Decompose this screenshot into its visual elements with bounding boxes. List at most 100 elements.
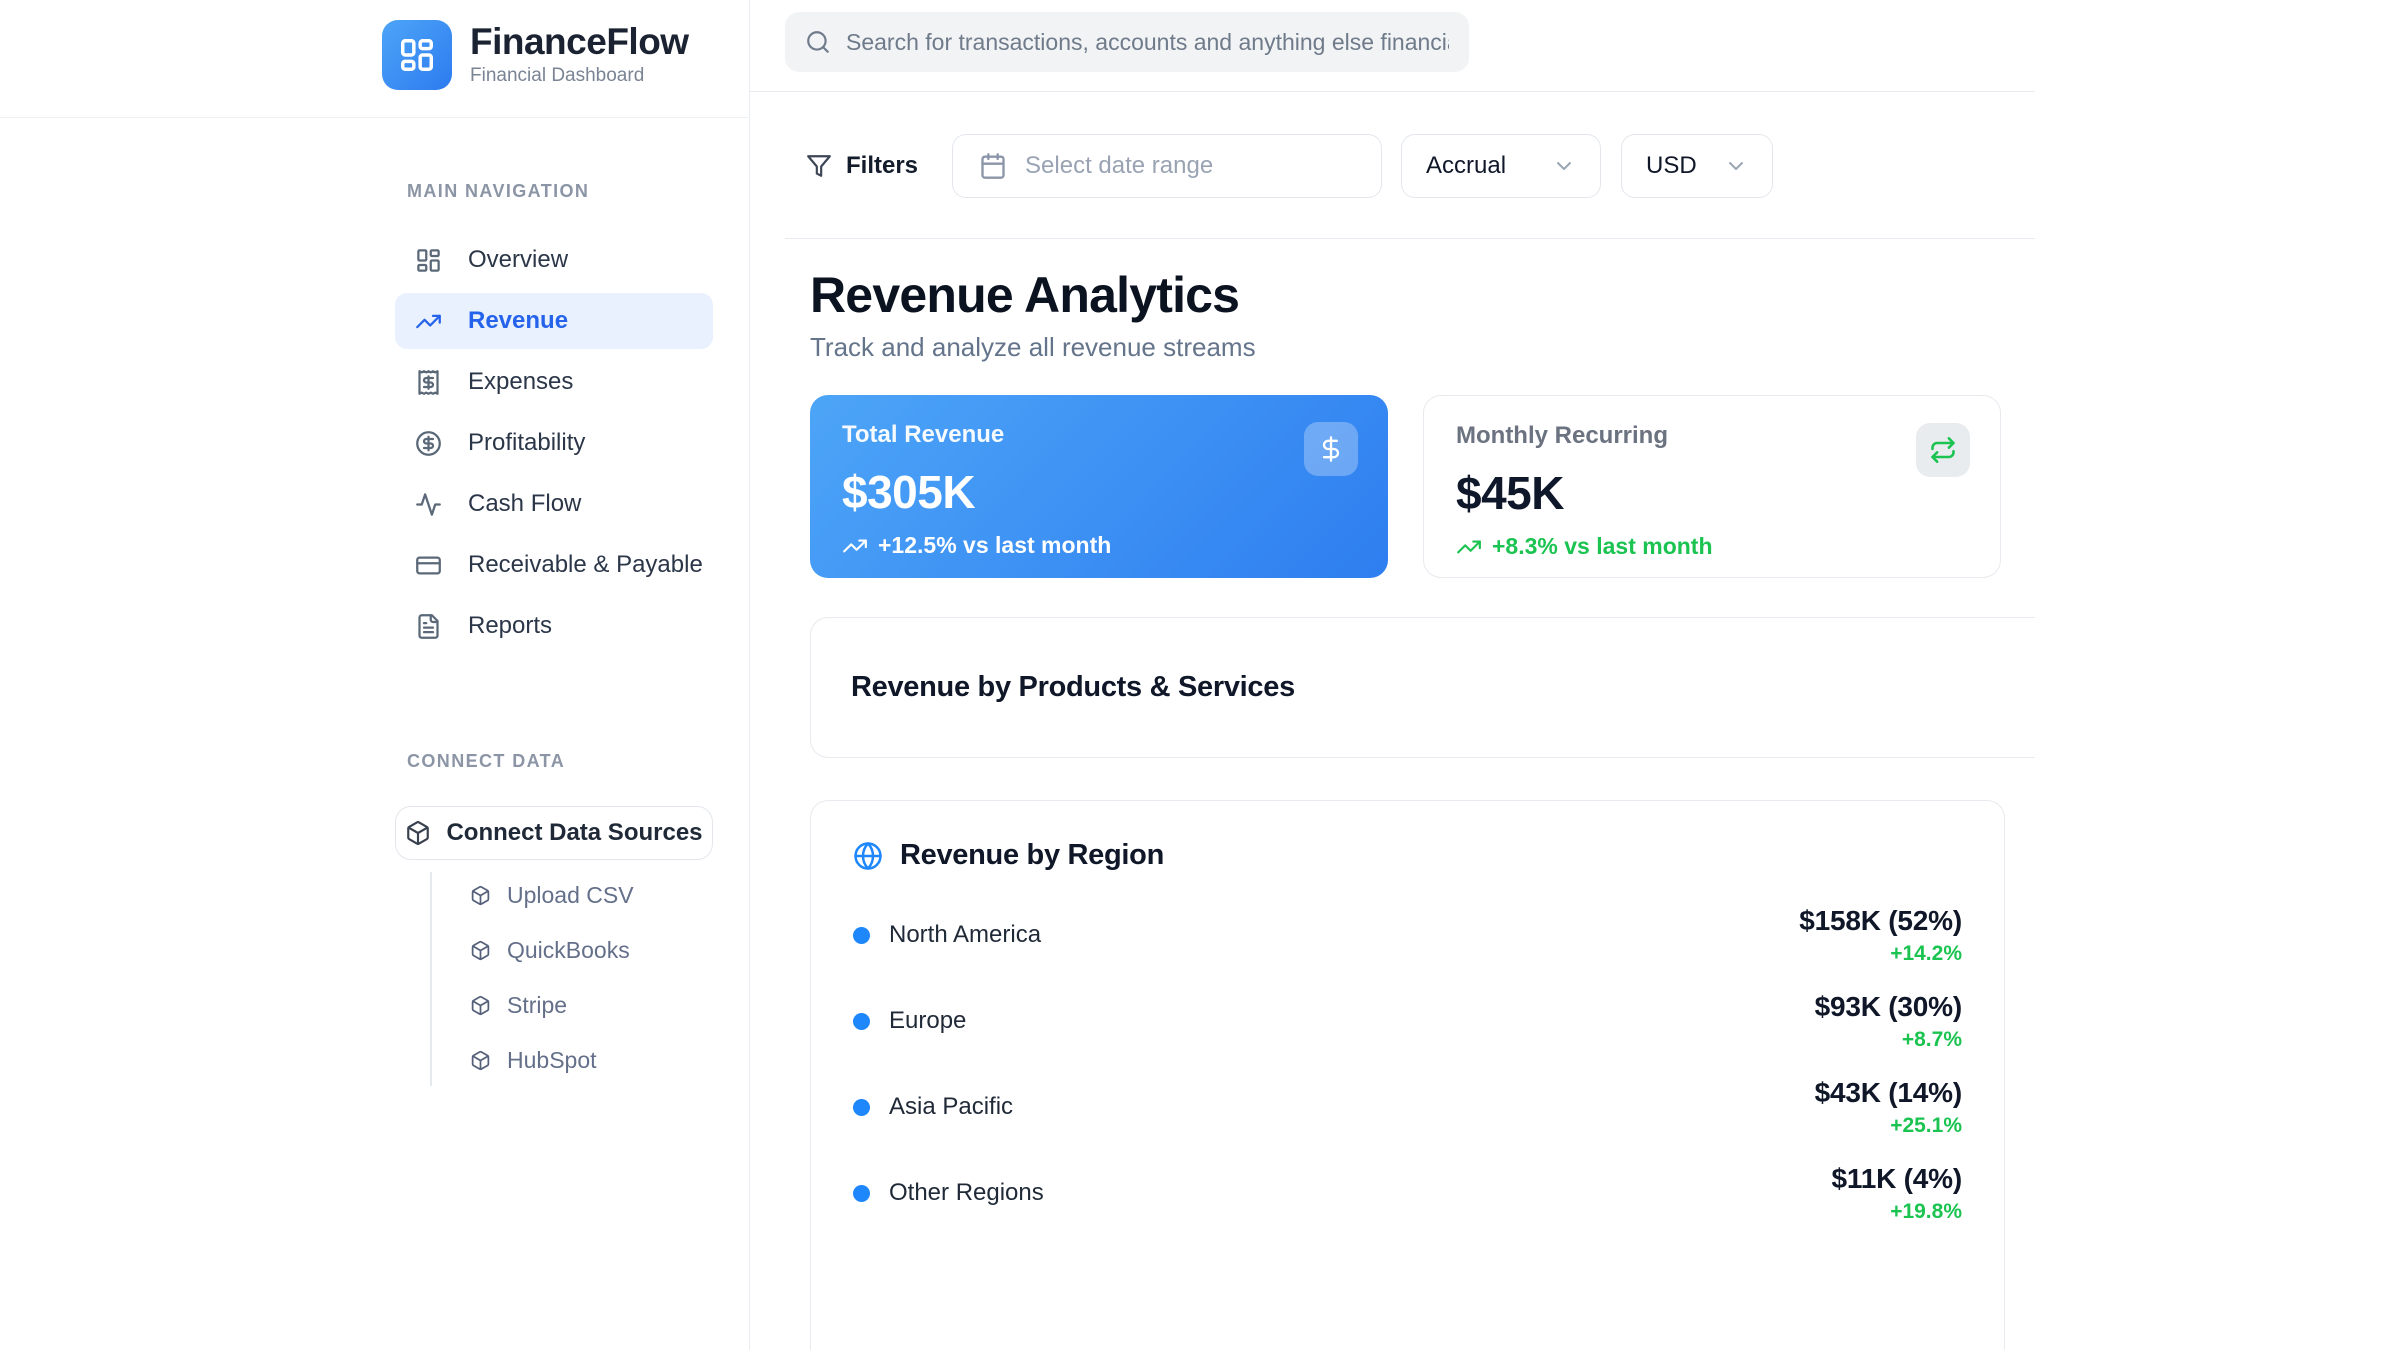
region-card-title: Revenue by Region bbox=[900, 839, 1165, 871]
sidebar-item-label: Cash Flow bbox=[468, 490, 582, 517]
connect-tree-line bbox=[430, 872, 432, 1086]
region-value: $93K (30%) bbox=[1814, 990, 1963, 1022]
topbar bbox=[750, 0, 2035, 92]
sidebar-item-label: Profitability bbox=[468, 429, 586, 456]
sidebar-item-revenue[interactable]: Revenue bbox=[395, 293, 713, 349]
region-row: Asia Pacific $43K (14%) +25.1% bbox=[853, 1064, 1962, 1150]
connect-item-label: HubSpot bbox=[507, 1047, 597, 1073]
sidebar-item-profitability[interactable]: Profitability bbox=[395, 415, 713, 471]
sidebar-item-overview[interactable]: Overview bbox=[395, 232, 713, 288]
trending-up-icon bbox=[415, 308, 442, 335]
date-range-placeholder: Select date range bbox=[1025, 151, 1214, 179]
sidebar: FinanceFlow Financial Dashboard MAIN NAV… bbox=[0, 0, 750, 1350]
filter-funnel-icon bbox=[807, 154, 831, 177]
dollar-sign-icon bbox=[1304, 422, 1358, 476]
region-dot-icon bbox=[853, 1184, 870, 1202]
brand-title: FinanceFlow bbox=[470, 20, 689, 62]
activity-icon bbox=[415, 491, 442, 518]
circle-dollar-icon bbox=[415, 430, 442, 457]
sidebar-item-label: Revenue bbox=[468, 307, 569, 334]
region-dot-icon bbox=[853, 1012, 870, 1030]
connect-button-label: Connect Data Sources bbox=[446, 819, 703, 846]
global-search bbox=[785, 12, 1469, 72]
region-value: $43K (14%) bbox=[1814, 1076, 1963, 1108]
layout-dashboard-icon bbox=[415, 247, 442, 274]
region-name: Other Regions bbox=[889, 1179, 1044, 1206]
connect-item-quickbooks[interactable]: QuickBooks bbox=[470, 923, 634, 978]
sidebar-item-receivable-payable[interactable]: Receivable & Payable bbox=[395, 537, 713, 593]
brand-subtitle: Financial Dashboard bbox=[470, 65, 645, 87]
connect-item-label: Stripe bbox=[507, 992, 568, 1018]
sidebar-item-reports[interactable]: Reports bbox=[395, 598, 713, 654]
currency-selected-value: USD bbox=[1646, 151, 1697, 179]
sidebar-item-label: Receivable & Payable bbox=[468, 551, 703, 578]
region-name: Asia Pacific bbox=[889, 1093, 1014, 1120]
receipt-icon bbox=[415, 369, 442, 396]
stat-card-monthly-recurring: Monthly Recurring $45K +8.3% vs last mon… bbox=[1423, 395, 2001, 578]
stat-label: Monthly Recurring bbox=[1456, 422, 1669, 449]
basis-selected-value: Accrual bbox=[1426, 151, 1507, 179]
accounting-basis-select[interactable]: Accrual bbox=[1401, 133, 1602, 198]
connect-section-header: CONNECT DATA bbox=[407, 751, 566, 771]
stat-value: $45K bbox=[1456, 467, 1564, 519]
globe-icon bbox=[854, 841, 882, 870]
date-range-input[interactable]: Select date range bbox=[952, 133, 1383, 198]
region-value: $11K (4%) bbox=[1831, 1162, 1963, 1194]
main-content: Filters Select date range Accrual USD Re… bbox=[750, 0, 2035, 1350]
main-navigation: Overview Revenue Expenses Profitability … bbox=[395, 232, 713, 659]
search-icon bbox=[807, 31, 829, 53]
search-input[interactable] bbox=[846, 28, 1449, 56]
connect-sources-list: Upload CSV QuickBooks Stripe HubSpot bbox=[470, 868, 634, 1088]
sidebar-item-expenses[interactable]: Expenses bbox=[395, 354, 713, 410]
layout-dashboard-icon bbox=[382, 20, 452, 90]
region-row: North America $158K (52%) +14.2% bbox=[853, 892, 1962, 978]
page-header: Revenue Analytics Track and analyze all … bbox=[750, 239, 2035, 363]
region-change: +14.2% bbox=[1890, 941, 1962, 965]
region-change: +19.8% bbox=[1890, 1199, 1962, 1223]
sidebar-item-cash-flow[interactable]: Cash Flow bbox=[395, 476, 713, 532]
stat-value: $305K bbox=[842, 466, 976, 518]
products-card-title: Revenue by Products & Services bbox=[851, 671, 1295, 703]
stat-label: Total Revenue bbox=[842, 421, 1005, 448]
trending-up-icon bbox=[843, 539, 867, 552]
region-name: Europe bbox=[889, 1007, 967, 1034]
region-name: North America bbox=[889, 921, 1042, 948]
brand-logo: FinanceFlow Financial Dashboard bbox=[382, 20, 689, 90]
filters-label: Filters bbox=[846, 151, 919, 179]
products-card-clip: Revenue by Products & Services bbox=[810, 617, 2035, 758]
region-row: Europe $93K (30%) +8.7% bbox=[853, 978, 1962, 1064]
revenue-by-region-card: Revenue by Region North America $158K (5… bbox=[810, 800, 2005, 1350]
package-icon bbox=[407, 821, 430, 845]
region-change: +25.1% bbox=[1890, 1113, 1962, 1137]
sidebar-item-label: Overview bbox=[468, 246, 569, 273]
chevron-down-icon bbox=[1557, 161, 1572, 170]
calendar-icon bbox=[981, 152, 1005, 179]
connect-item-label: QuickBooks bbox=[507, 937, 630, 963]
page-title: Revenue Analytics bbox=[810, 267, 1240, 323]
sidebar-item-label: Expenses bbox=[468, 368, 574, 395]
connect-item-stripe[interactable]: Stripe bbox=[470, 978, 634, 1033]
region-row: Other Regions $11K (4%) +19.8% bbox=[853, 1150, 1962, 1236]
page-subtitle: Track and analyze all revenue streams bbox=[810, 332, 1256, 362]
sidebar-divider bbox=[0, 117, 750, 118]
file-text-icon bbox=[415, 613, 442, 640]
stat-cards: Total Revenue $305K +12.5% vs last month… bbox=[810, 395, 2035, 578]
connect-item-hubspot[interactable]: HubSpot bbox=[470, 1033, 634, 1088]
filters-button[interactable]: Filters bbox=[806, 152, 918, 180]
region-dot-icon bbox=[853, 1098, 870, 1116]
stat-card-total-revenue: Total Revenue $305K +12.5% vs last month bbox=[810, 395, 1388, 578]
stat-change: +12.5% vs last month bbox=[842, 532, 1356, 559]
region-dot-icon bbox=[853, 926, 870, 944]
currency-select[interactable]: USD bbox=[1621, 133, 1774, 198]
region-change: +8.7% bbox=[1901, 1027, 1962, 1051]
connect-data-sources-button[interactable]: Connect Data Sources bbox=[395, 806, 713, 860]
revenue-by-products-card: Revenue by Products & Services bbox=[810, 617, 2035, 758]
filters-bar: Filters Select date range Accrual USD bbox=[750, 92, 2035, 239]
trending-up-icon bbox=[1457, 540, 1481, 553]
stat-change-text: +8.3% vs last month bbox=[1492, 533, 1713, 559]
package-icon bbox=[471, 940, 490, 961]
connect-item-upload-csv[interactable]: Upload CSV bbox=[470, 868, 634, 923]
chevron-down-icon bbox=[1729, 161, 1744, 170]
region-card-header: Revenue by Region bbox=[853, 839, 1962, 872]
